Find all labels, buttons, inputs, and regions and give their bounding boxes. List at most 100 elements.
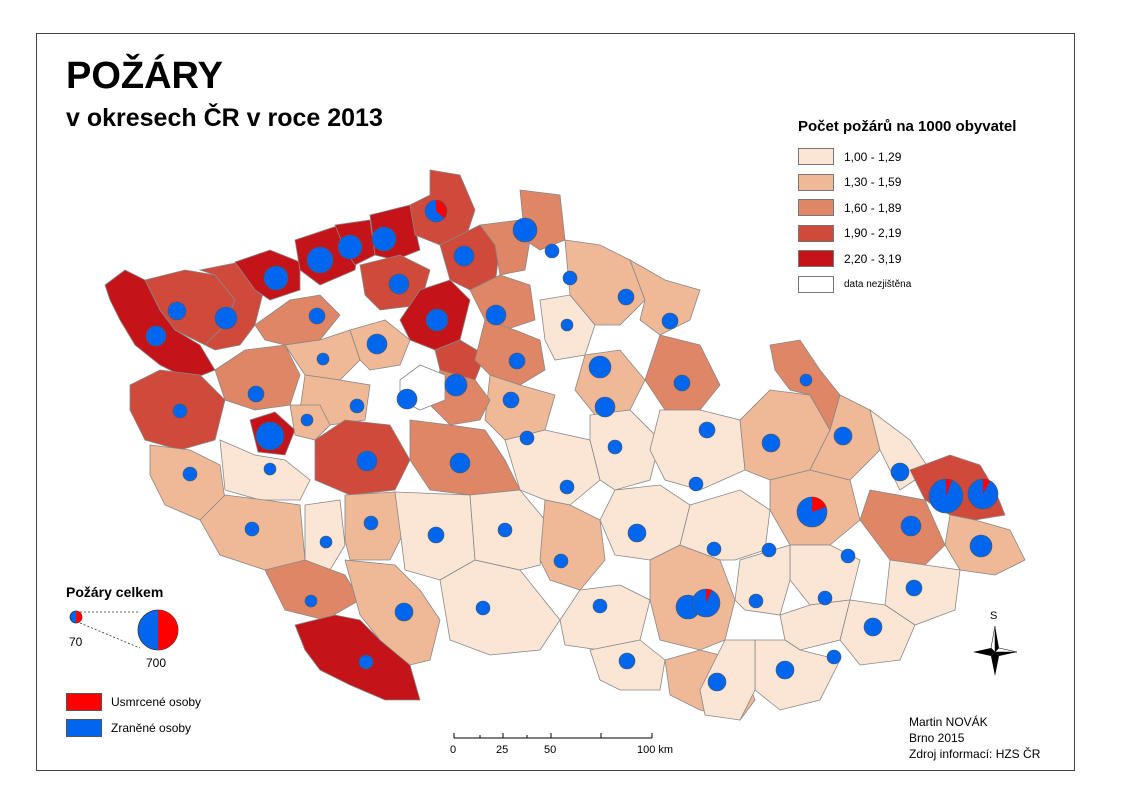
legend-label: data nezjištěna xyxy=(844,278,912,290)
pie-chart xyxy=(559,479,575,495)
pie-chart xyxy=(618,652,636,670)
district-cesky-krumlov xyxy=(294,614,421,701)
legend-row: 1,30 - 1,59 xyxy=(798,170,1058,196)
pie-chart xyxy=(363,515,379,531)
pie-legend-small-red xyxy=(76,611,82,623)
injured-legend: Zraněné osoby xyxy=(66,719,191,737)
pie-chart xyxy=(707,672,727,692)
district-kutna-hora xyxy=(504,429,601,506)
pie-chart xyxy=(319,535,333,549)
district-jindrichuv-hradec xyxy=(439,559,561,656)
pie-chart xyxy=(863,617,883,637)
pie-chart xyxy=(356,450,378,472)
pie-chart xyxy=(560,318,574,332)
pie-chart xyxy=(394,602,414,622)
pie-chart xyxy=(167,301,187,321)
district-blansko xyxy=(679,489,771,561)
pie-killed-slice xyxy=(436,200,447,218)
legend-swatch xyxy=(798,199,834,217)
legend-swatch xyxy=(798,224,834,242)
pie-chart xyxy=(306,246,334,274)
pie-chart xyxy=(512,217,538,243)
pie-chart xyxy=(544,243,560,259)
pie-chart xyxy=(840,548,856,564)
legend-row: 1,60 - 1,89 xyxy=(798,195,1058,221)
scale-label: 0 xyxy=(450,744,457,756)
pie-chart xyxy=(688,476,704,492)
pie-chart xyxy=(425,308,449,332)
district-louny xyxy=(254,294,341,346)
pie-chart xyxy=(969,534,993,558)
choropleth-legend: Počet požárů na 1000 obyvatel 1,00 - 1,2… xyxy=(798,118,1058,297)
pie-chart xyxy=(905,579,923,597)
pie-chart xyxy=(337,234,363,260)
pie-chart xyxy=(508,352,526,370)
district-uherske-hradiste xyxy=(779,599,851,651)
pie-chart xyxy=(214,306,238,330)
pie-chart xyxy=(247,385,265,403)
pie-chart xyxy=(900,515,922,537)
district-breclav xyxy=(699,639,756,721)
pie-chart xyxy=(502,391,520,409)
legend-label: 1,00 - 1,29 xyxy=(844,149,902,164)
north-label: S xyxy=(990,610,998,622)
legend-row: data nezjištěna xyxy=(798,272,1058,298)
pie-legend-guide xyxy=(79,622,141,649)
district-hodonin xyxy=(754,639,841,711)
district-prachatice xyxy=(264,559,361,621)
district-sumperk-area xyxy=(644,334,721,411)
pie-legend-large-red xyxy=(158,610,178,650)
legend-swatch xyxy=(798,148,834,166)
pie-chart xyxy=(366,333,388,355)
credits-source: Zdroj informací: HZS ČR xyxy=(909,747,1041,761)
pie-chart xyxy=(444,373,468,397)
district-mlada-boleslav xyxy=(474,319,546,386)
injured-swatch xyxy=(66,719,102,737)
pie-chart xyxy=(706,541,722,557)
pie-chart xyxy=(748,593,764,609)
legend-row: 1,00 - 1,29 xyxy=(798,144,1058,170)
pie-chart xyxy=(562,270,578,286)
pie-chart xyxy=(594,396,616,418)
district-jihlava xyxy=(559,584,651,651)
pie-chart xyxy=(396,388,418,410)
district-strakonice xyxy=(304,499,346,571)
pie-chart xyxy=(627,523,647,543)
pie-chart xyxy=(826,649,842,665)
district-fire-pies xyxy=(145,199,999,692)
legend-label: 1,30 - 1,59 xyxy=(844,175,902,190)
legend-label: 1,90 - 2,19 xyxy=(844,226,902,241)
pie-chart xyxy=(497,522,513,538)
pie-killed-slice xyxy=(983,479,990,494)
map-subtitle: v okresech ČR v roce 2013 xyxy=(66,104,383,132)
scale-label: 50 xyxy=(544,744,557,756)
pie-chart xyxy=(308,307,326,325)
pie-legend-min-label: 70 xyxy=(69,635,83,649)
injured-label: Zraněné osoby xyxy=(111,721,192,735)
scale-label: 100 km xyxy=(637,744,674,756)
legend-swatch xyxy=(798,275,834,293)
district-ceske-budejovice xyxy=(344,559,441,666)
pie-chart xyxy=(358,654,374,670)
pie-chart xyxy=(617,288,635,306)
pie-chart xyxy=(255,421,285,451)
pie-killed-slice xyxy=(706,588,712,603)
legend-row: 2,20 - 3,19 xyxy=(798,246,1058,272)
pie-chart xyxy=(300,413,314,427)
pie-killed-slice xyxy=(946,478,952,496)
pie-chart xyxy=(304,594,318,608)
scale-bar xyxy=(453,733,653,739)
legend-swatch xyxy=(798,250,834,268)
pie-chart xyxy=(890,462,910,482)
pie-chart xyxy=(673,374,691,392)
credits: Martin NOVÁK Brno 2015 Zdroj informací: … xyxy=(909,714,1040,762)
pie-chart xyxy=(475,600,491,616)
legend-row: 1,90 - 2,19 xyxy=(798,221,1058,247)
pie-chart xyxy=(607,439,623,455)
north-arrow-icon xyxy=(973,625,1018,676)
pie-chart xyxy=(145,325,167,347)
pie-chart xyxy=(263,462,277,476)
scale-label: 25 xyxy=(496,744,509,756)
legend-title: Počet požárů na 1000 obyvatel xyxy=(798,118,1017,135)
